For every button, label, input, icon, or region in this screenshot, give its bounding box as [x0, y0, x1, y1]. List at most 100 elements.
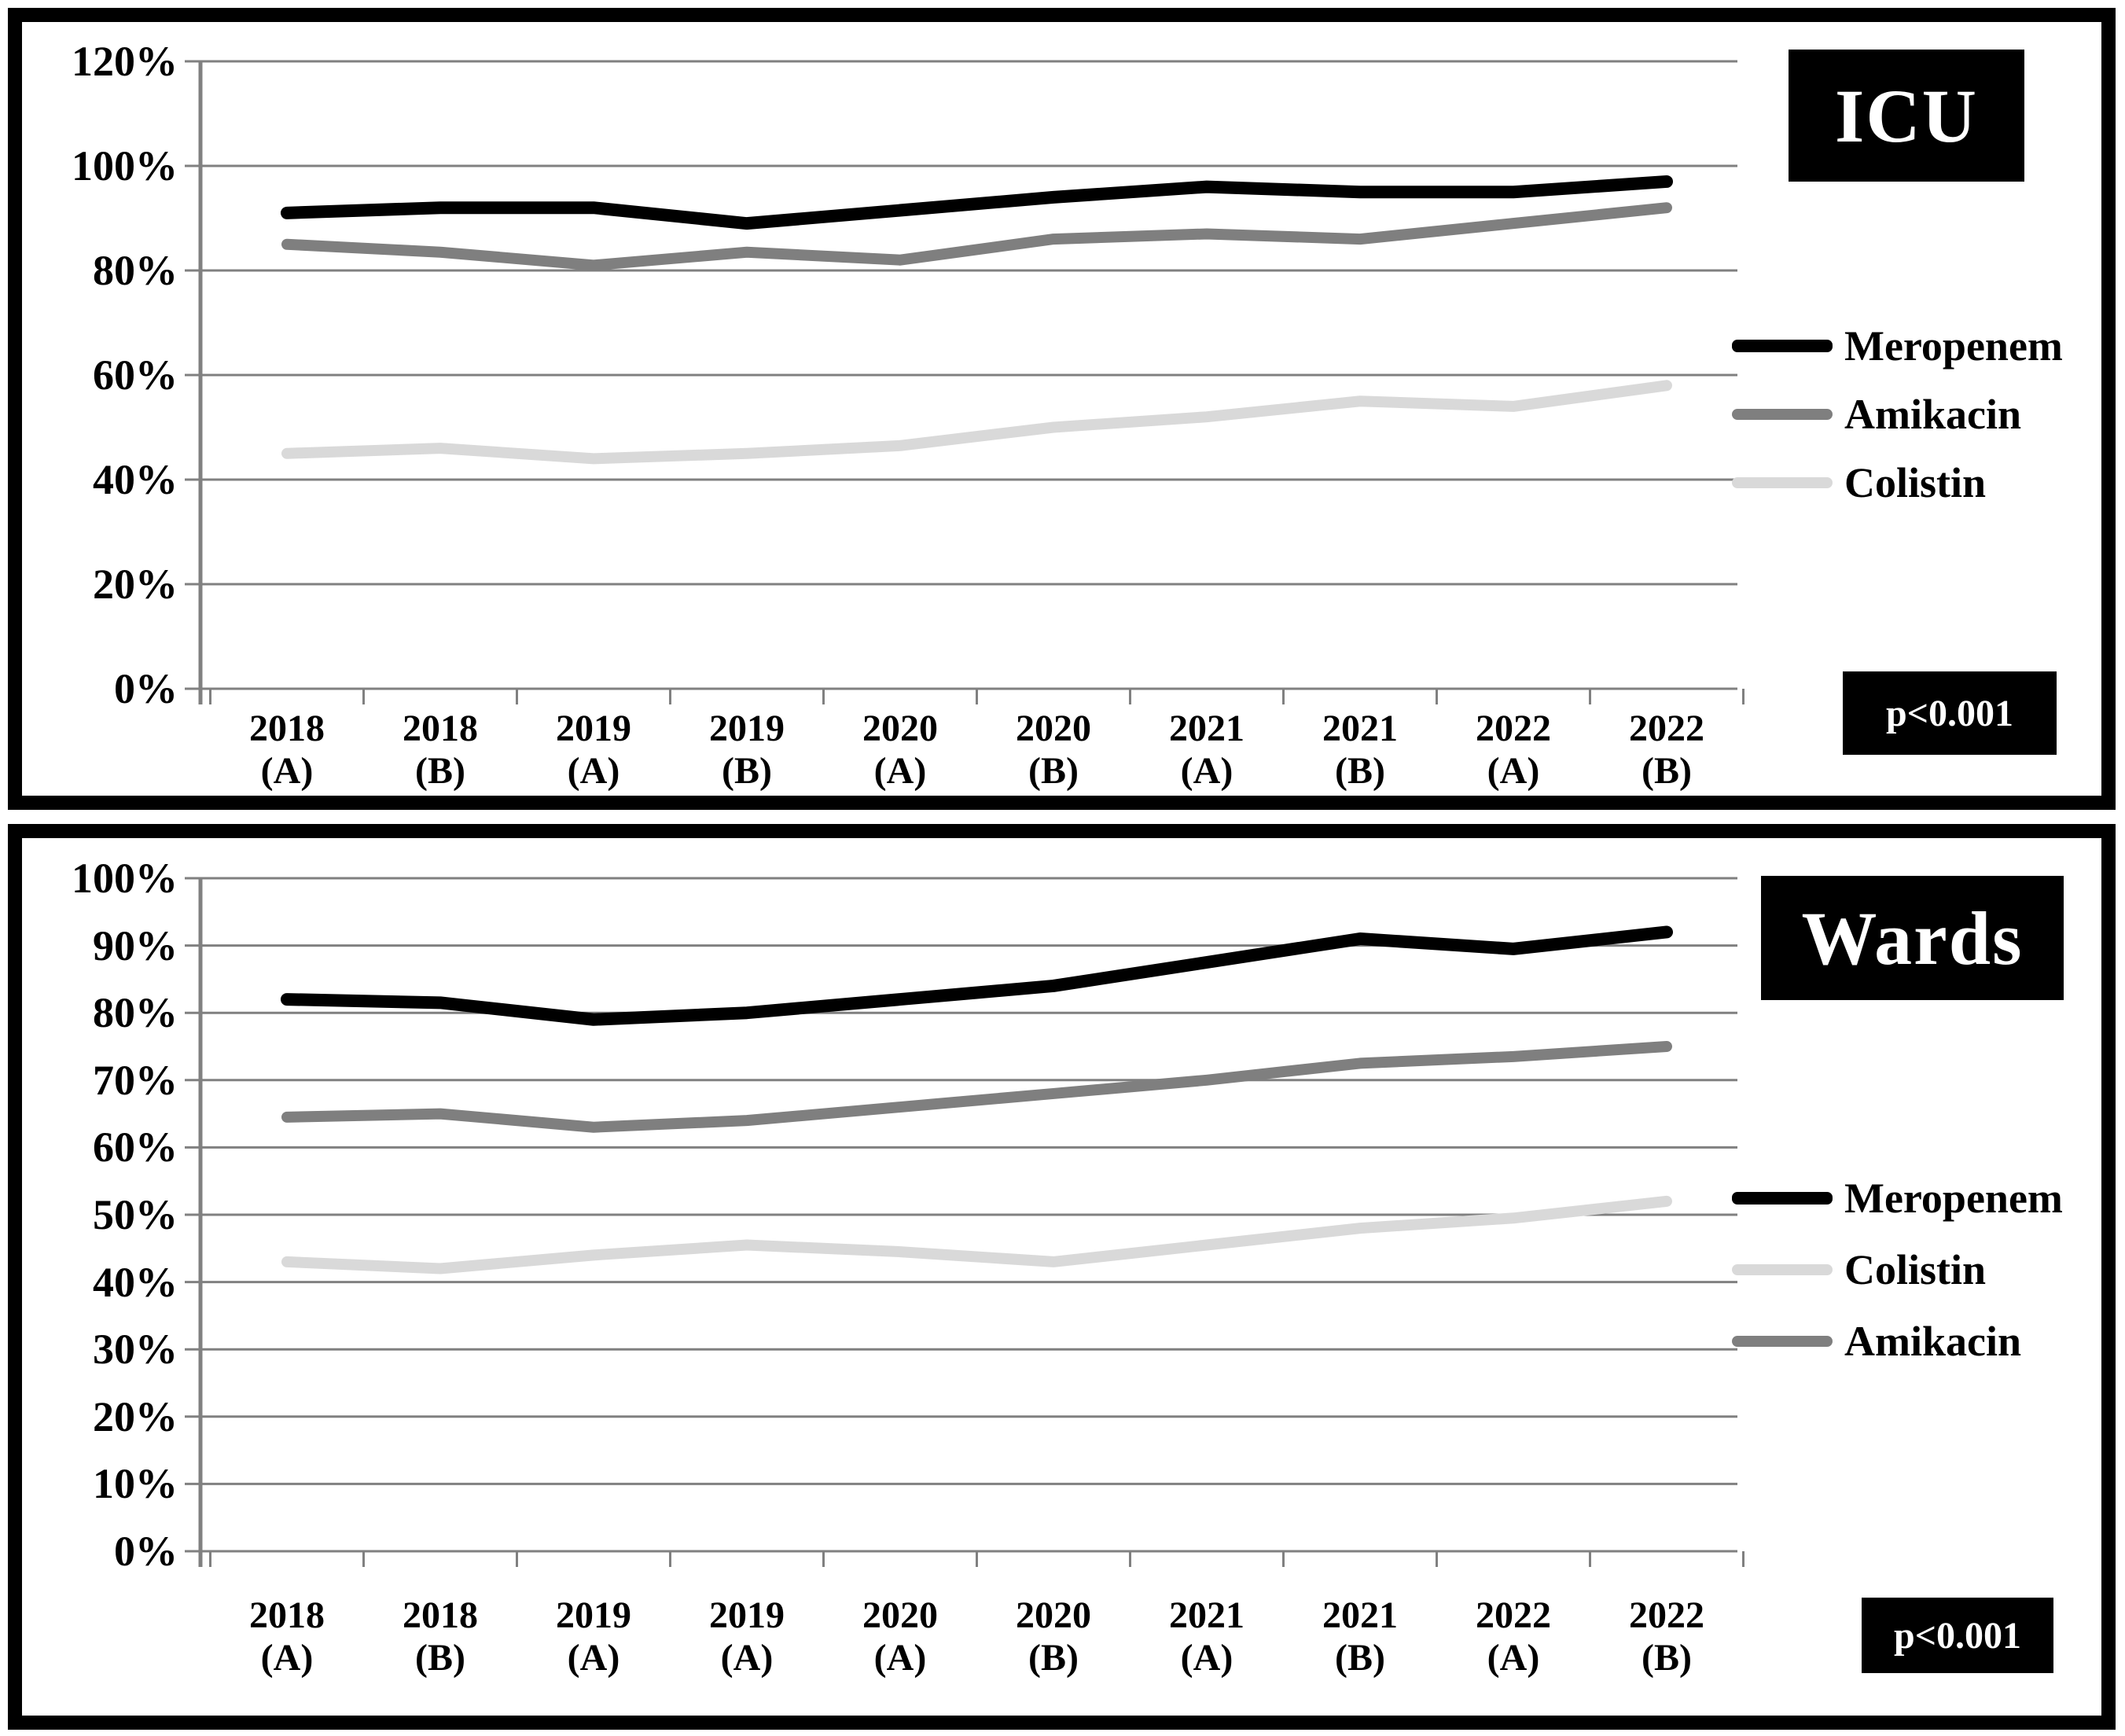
icu-colistin-line	[281, 380, 1672, 465]
y-tick-label: 40%	[93, 456, 178, 503]
x-label-year: 2021	[1169, 708, 1244, 749]
y-tick-label: 80%	[93, 247, 178, 294]
x-tick-label: 2022 (A)	[1435, 708, 1592, 793]
x-tick-label: 2019 (A)	[515, 708, 672, 793]
wards-meropenem-line	[281, 925, 1673, 1026]
x-label-group: (A)	[567, 1637, 620, 1679]
x-label-group: (B)	[1642, 750, 1692, 792]
x-label-year: 2018	[403, 1594, 478, 1636]
x-label-group: (B)	[1335, 750, 1385, 792]
icu-pvalue-badge: p<0.001	[1843, 671, 2057, 755]
y-tick-label: 10%	[93, 1460, 178, 1508]
y-tick-label: 100%	[72, 855, 178, 902]
y-tick-label: 70%	[93, 1056, 178, 1104]
x-tick-label: 2019 (A)	[515, 1594, 672, 1679]
y-tick-label: 120%	[72, 38, 178, 85]
x-tick-label: 2020 (B)	[975, 708, 1132, 793]
x-label-year: 2020	[1016, 1594, 1091, 1636]
x-label-year: 2019	[556, 1594, 631, 1636]
x-label-group: (A)	[1180, 1637, 1233, 1679]
y-tick-label: 60%	[93, 1124, 178, 1171]
x-tick-label: 2018 (A)	[208, 1594, 366, 1679]
x-tick-label: 2022 (A)	[1435, 1594, 1592, 1679]
amikacin-legend-label: Amikacin	[1844, 1318, 2022, 1365]
wards-amikacin-line	[281, 1041, 1672, 1133]
x-label-year: 2021	[1322, 708, 1398, 749]
x-label-year: 2021	[1169, 1594, 1244, 1636]
x-label-year: 2022	[1629, 708, 1704, 749]
wards-colistin-line	[281, 1195, 1672, 1274]
x-label-group: (B)	[1335, 1637, 1385, 1679]
x-label-year: 2018	[249, 708, 325, 749]
x-label-year: 2022	[1476, 708, 1551, 749]
x-label-group: (A)	[1487, 750, 1540, 792]
x-label-group: (B)	[1028, 1637, 1079, 1679]
x-label-year: 2020	[1016, 708, 1091, 749]
x-label-year: 2018	[403, 708, 478, 749]
y-tick-label: 90%	[93, 921, 178, 969]
wards-title: Wards	[1761, 876, 2064, 1000]
icu-panel: 120% 100% 80% 60% 40% 20% 0% 2018 (A) 2018 (B) 201…	[8, 8, 2116, 810]
meropenem-legend-label: Meropenem	[1844, 322, 2063, 370]
x-label-group: (B)	[1642, 1637, 1692, 1679]
x-label-group: (B)	[722, 750, 772, 792]
x-tick-label: 2021 (B)	[1281, 1594, 1439, 1679]
x-label-group: (B)	[415, 1637, 465, 1679]
amikacin-legend-swatch	[1732, 409, 1833, 420]
x-tick-label: 2021 (A)	[1128, 708, 1285, 793]
wards-panel: 100% 90% 80% 70% 60% 50% 40% 30% 20% 10% 0% 2018 (A…	[8, 824, 2116, 1730]
amikacin-legend-label: Amikacin	[1844, 391, 2022, 438]
x-tick-label: 2022 (B)	[1588, 1594, 1745, 1679]
x-label-year: 2022	[1476, 1594, 1551, 1636]
x-tick-label: 2021 (B)	[1281, 708, 1439, 793]
y-tick-label: 20%	[93, 561, 178, 608]
colistin-legend-swatch	[1732, 477, 1833, 488]
colistin-legend-label: Colistin	[1844, 459, 1987, 506]
x-tick-label: 2020 (A)	[822, 1594, 979, 1679]
wards-plot	[185, 877, 1744, 1567]
x-label-group: (B)	[1028, 750, 1079, 792]
x-label-year: 2019	[556, 708, 631, 749]
x-label-year: 2022	[1629, 1594, 1704, 1636]
amikacin-legend-swatch	[1732, 1336, 1833, 1347]
icu-title: ICU	[1789, 50, 2024, 182]
x-tick-label: 2020 (A)	[822, 708, 979, 793]
colistin-legend-swatch	[1732, 1264, 1833, 1275]
x-tick-label: 2021 (A)	[1128, 1594, 1285, 1679]
x-label-year: 2018	[249, 1594, 325, 1636]
y-tick-label: 0%	[114, 665, 178, 712]
x-label-group: (A)	[1180, 750, 1233, 792]
icu-amikacin-line	[281, 202, 1672, 271]
x-label-group: (A)	[260, 750, 314, 792]
x-label-group: (A)	[567, 750, 620, 792]
x-tick-label: 2022 (B)	[1588, 708, 1745, 793]
wards-pvalue-badge: p<0.001	[1862, 1598, 2053, 1673]
y-tick-label: 50%	[93, 1191, 178, 1238]
x-label-year: 2019	[709, 1594, 785, 1636]
y-tick-label: 80%	[93, 989, 178, 1037]
x-label-year: 2021	[1322, 1594, 1398, 1636]
x-label-group: (A)	[873, 750, 927, 792]
icu-plot	[185, 60, 1744, 704]
x-label-year: 2020	[862, 1594, 938, 1636]
meropenem-legend-swatch	[1732, 340, 1833, 352]
icu-meropenem-line	[281, 175, 1673, 230]
x-label-year: 2019	[709, 708, 785, 749]
meropenem-legend-label: Meropenem	[1844, 1175, 2063, 1222]
y-tick-label: 40%	[93, 1258, 178, 1306]
x-label-year: 2020	[862, 708, 938, 749]
y-tick-label: 20%	[93, 1392, 178, 1440]
colistin-legend-label: Colistin	[1844, 1246, 1987, 1293]
x-tick-label: 2018 (B)	[362, 708, 519, 793]
x-label-group: (A)	[260, 1637, 314, 1679]
x-label-group: (A)	[873, 1637, 927, 1679]
y-tick-label: 30%	[93, 1326, 178, 1374]
x-tick-label: 2018 (A)	[208, 708, 366, 793]
x-tick-label: 2020 (B)	[975, 1594, 1132, 1679]
x-tick-label: 2019 (A)	[668, 1594, 825, 1679]
x-tick-label: 2019 (B)	[668, 708, 825, 793]
y-tick-label: 100%	[72, 142, 178, 189]
x-label-group: (A)	[720, 1637, 774, 1679]
x-label-group: (B)	[415, 750, 465, 792]
